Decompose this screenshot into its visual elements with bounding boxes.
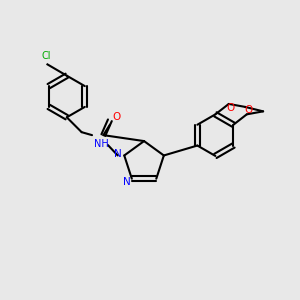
Text: Cl: Cl bbox=[41, 51, 51, 61]
Text: N: N bbox=[123, 177, 130, 187]
Text: NH: NH bbox=[94, 139, 108, 149]
Text: O: O bbox=[226, 103, 234, 113]
Text: O: O bbox=[244, 105, 252, 115]
Text: O: O bbox=[112, 112, 120, 122]
Text: N: N bbox=[114, 149, 122, 159]
